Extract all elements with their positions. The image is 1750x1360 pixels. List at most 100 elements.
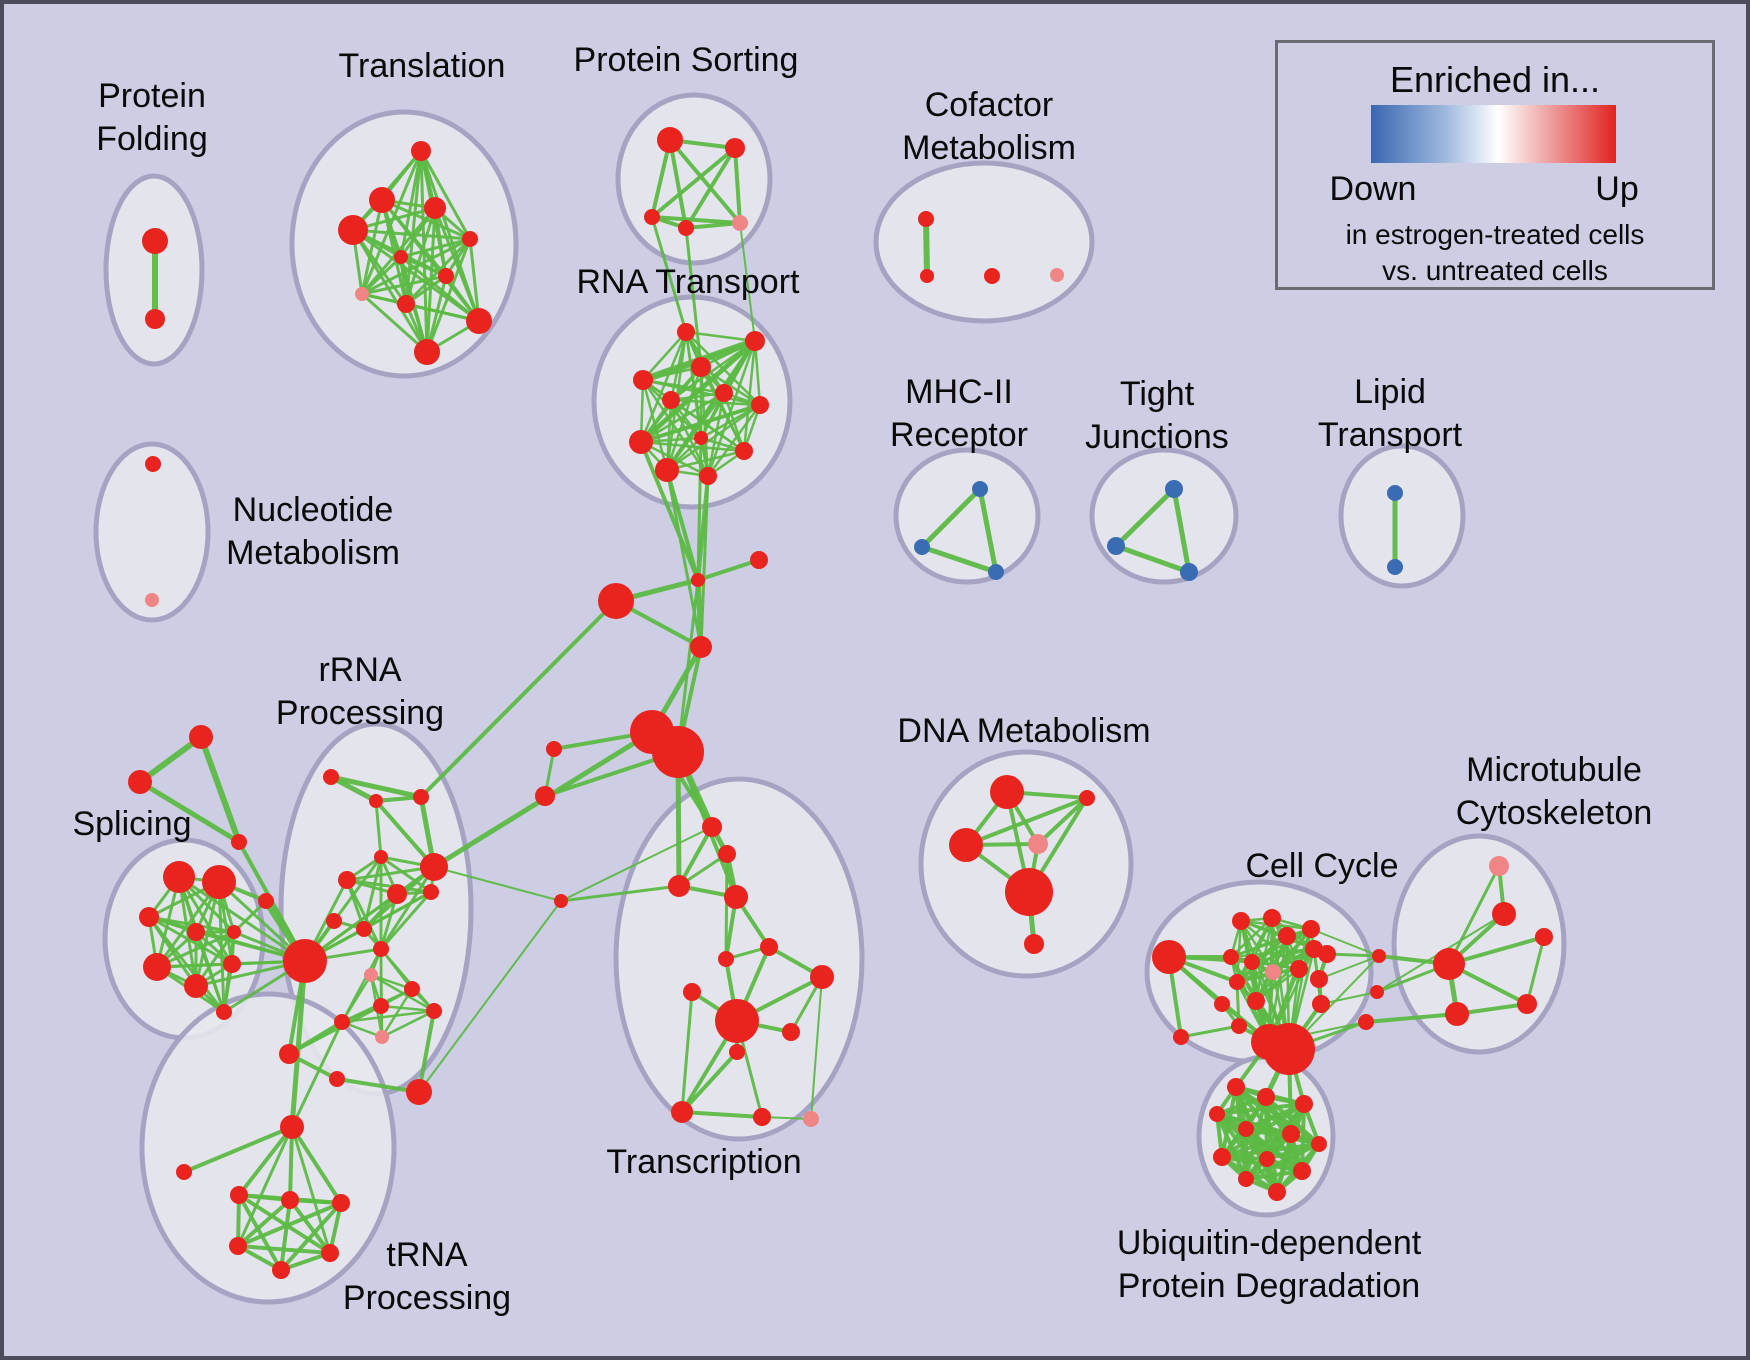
edge — [345, 865, 436, 882]
node-m1 — [972, 481, 988, 497]
edge — [706, 403, 762, 478]
node-mt3 — [1433, 948, 1465, 980]
edge — [399, 237, 472, 259]
edge — [650, 138, 672, 219]
edge — [919, 486, 983, 550]
edge — [236, 1198, 292, 1248]
node-q2 — [369, 794, 383, 808]
node-r2 — [745, 331, 765, 351]
node-m2 — [914, 539, 930, 555]
edge — [417, 1009, 436, 1094]
edge — [155, 930, 236, 969]
node-r3 — [691, 357, 711, 377]
edge — [1179, 1024, 1241, 1039]
edge — [289, 958, 308, 1130]
edge — [360, 237, 472, 296]
node-v2 — [281, 1191, 299, 1209]
node-t9 — [397, 295, 415, 313]
node-s8 — [184, 974, 208, 998]
edge — [923, 216, 930, 279]
edge — [236, 1201, 343, 1248]
node-d2 — [1079, 790, 1095, 806]
edge — [699, 365, 762, 407]
cluster-labels: Protein Folding Translation Protein Sorting… — [72, 41, 1652, 1317]
node-q16 — [334, 1014, 350, 1030]
node-p1 — [657, 127, 683, 153]
edge — [360, 149, 423, 296]
node-v3 — [332, 1194, 350, 1212]
node-ch2 — [750, 551, 768, 569]
node-c2 — [920, 269, 934, 283]
node-v1 — [230, 1186, 248, 1204]
edge — [810, 976, 823, 1120]
node-q14 — [404, 981, 420, 997]
legend-up-label: Up — [1595, 170, 1639, 208]
edge — [290, 1125, 343, 1205]
cluster-label-trna-processing: Processing — [343, 1279, 511, 1317]
node-x13 — [671, 1101, 693, 1123]
cluster-label-ubiquitin-degradation: Protein Degradation — [1118, 1267, 1420, 1305]
node-q8 — [423, 884, 439, 900]
edge — [379, 890, 433, 951]
edge — [650, 215, 742, 225]
edge — [418, 900, 562, 1093]
edge — [237, 1125, 294, 1197]
node-k14 — [1214, 996, 1230, 1012]
node-k1 — [1152, 940, 1186, 974]
cluster-label-cofactor-metabolism: Metabolism — [902, 129, 1076, 167]
edge — [1250, 927, 1313, 964]
edge — [399, 255, 448, 278]
cluster-label-nucleotide-metabolism: Nucleotide — [233, 491, 394, 529]
cluster-label-lipid-transport: Lipid — [1354, 373, 1426, 411]
edge — [419, 149, 472, 241]
node-k8 — [1223, 949, 1239, 965]
node-lh — [283, 939, 327, 983]
node-x6 — [718, 951, 734, 967]
node-x15 — [803, 1111, 819, 1127]
node-f1 — [142, 228, 168, 254]
edge — [696, 436, 703, 582]
node-sc — [258, 893, 274, 909]
node-w3 — [1295, 1095, 1313, 1113]
edge — [1171, 486, 1192, 575]
node-q11 — [373, 941, 389, 957]
edge — [665, 339, 757, 472]
edge — [650, 215, 688, 334]
node-mt2 — [1492, 902, 1516, 926]
node-x9 — [715, 999, 759, 1043]
edge — [360, 274, 448, 296]
node-r11 — [655, 458, 679, 482]
cluster-ellipse-nucleotide-metabolism — [93, 441, 211, 623]
node-q5 — [338, 871, 356, 889]
node-r7 — [751, 396, 769, 414]
node-f2 — [145, 309, 165, 329]
edge — [964, 796, 1089, 847]
node-x12 — [729, 1044, 745, 1060]
node-w6 — [1282, 1125, 1300, 1143]
node-ch6 — [652, 726, 704, 778]
node-d4 — [1028, 834, 1048, 854]
edge — [1364, 1012, 1459, 1024]
edge — [328, 774, 424, 800]
edge — [676, 578, 700, 754]
node-k7 — [1318, 945, 1336, 963]
cluster-label-rrna-processing: Processing — [276, 694, 444, 732]
node-t4 — [338, 215, 368, 245]
node-k11 — [1290, 960, 1308, 978]
edge — [340, 973, 373, 1024]
edge — [742, 339, 757, 453]
cluster-ellipse-trna-processing — [139, 991, 397, 1305]
edge — [639, 391, 726, 444]
edge — [351, 228, 429, 354]
node-k9 — [1244, 954, 1260, 970]
node-x8 — [683, 983, 701, 1001]
node-k2 — [1232, 912, 1250, 930]
edge — [236, 1125, 294, 1248]
node-r12 — [699, 467, 717, 485]
node-t5 — [462, 231, 478, 247]
node-s4 — [187, 923, 205, 941]
network-canvas: Protein Folding Translation Protein Sorting… — [72, 41, 1652, 1317]
node-w8 — [1213, 1148, 1231, 1166]
cluster-label-lipid-transport: Transport — [1318, 416, 1463, 454]
node-q15 — [426, 1003, 442, 1019]
